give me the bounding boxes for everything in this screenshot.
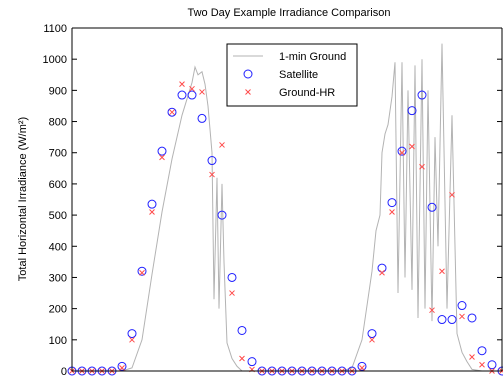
y-axis-label: Total Horizontal Irradiance (W/m²) <box>17 117 29 281</box>
ground-hr-point <box>359 365 365 371</box>
ground-hr-point <box>479 361 485 368</box>
ground-hr-point <box>119 365 125 371</box>
ground-hr-point <box>469 354 475 360</box>
satellite-point <box>247 357 257 367</box>
ground-hr-point <box>229 290 235 296</box>
satellite-point <box>217 210 227 220</box>
ground-hr-point <box>419 163 425 170</box>
ground-hr-point <box>169 109 175 116</box>
ground-hr-point <box>199 89 205 95</box>
satellite-point <box>207 156 217 166</box>
legend-x-swatch <box>245 89 251 95</box>
y-tick-label: 600 <box>49 179 67 191</box>
ground-hr-point <box>379 269 385 276</box>
ground-hr-point <box>389 209 395 215</box>
satellite-point <box>457 301 467 311</box>
satellite-point <box>117 361 127 371</box>
satellite-point <box>237 325 247 335</box>
ground-hr-point <box>189 85 195 92</box>
ground-hr-point <box>369 336 375 343</box>
legend: 1-min Ground Satellite Ground-HR <box>226 43 358 107</box>
ground-hr-point <box>239 355 245 362</box>
y-tick-label: 500 <box>49 210 67 222</box>
satellite-point <box>467 313 477 323</box>
ground-hr-point <box>139 269 145 276</box>
ground-hr-point <box>149 209 155 215</box>
satellite-point <box>167 107 177 117</box>
satellite-point <box>147 199 157 209</box>
y-tick-label: 200 <box>49 304 67 316</box>
satellite-point <box>157 146 167 156</box>
satellite-point <box>127 329 137 339</box>
satellite-point <box>187 90 197 100</box>
ground-hr-point <box>439 268 445 275</box>
y-tick-label: 700 <box>49 148 67 160</box>
satellite-point <box>437 315 447 325</box>
y-tick-label: 400 <box>49 241 67 253</box>
legend-box <box>226 43 358 107</box>
ground-hr-point <box>429 307 435 314</box>
satellite-point <box>137 266 147 276</box>
y-tick-label: 800 <box>49 117 67 129</box>
satellite-point <box>427 202 437 212</box>
satellite-point <box>447 315 457 325</box>
ground-hr-point <box>129 336 135 343</box>
legend-entry: 1-min Ground <box>279 51 346 63</box>
axis-layer: 0 100 200 300 400 500 600 700 800 900 1000 1100 <box>43 23 503 377</box>
satellite-point <box>407 106 417 116</box>
satellite-point <box>197 113 207 123</box>
satellite-point <box>397 146 407 156</box>
satellite-point <box>387 198 397 208</box>
satellite-point <box>177 90 187 100</box>
legend-entry: Ground-HR <box>279 87 335 99</box>
y-tick-label: 0 <box>61 366 67 377</box>
y-tick-label: 1100 <box>43 23 67 35</box>
legend-circle-swatch <box>243 69 253 79</box>
ground-hr-point <box>179 81 185 87</box>
ground-hr-point <box>449 191 455 198</box>
y-tick-label: 900 <box>49 85 67 97</box>
legend-entry: Satellite <box>279 69 318 81</box>
ground-hr-point <box>209 171 215 178</box>
satellite-point <box>367 329 377 339</box>
ground-hr-point <box>409 143 415 150</box>
satellite-point <box>487 360 497 370</box>
y-tick-label: 1000 <box>43 54 67 66</box>
satellite-point <box>477 346 487 356</box>
chart-title: Two Day Example Irradiance Comparison <box>188 7 391 19</box>
satellite-point <box>417 90 427 100</box>
satellite-point <box>357 361 367 371</box>
y-tick-label: 100 <box>49 335 67 347</box>
ground-hr-point <box>159 154 165 161</box>
ground-hr-point <box>459 313 465 320</box>
y-tick-label: 300 <box>49 272 67 284</box>
ground-hr-point <box>219 142 225 148</box>
ground-hr-point <box>399 149 405 156</box>
satellite-point <box>227 272 237 282</box>
